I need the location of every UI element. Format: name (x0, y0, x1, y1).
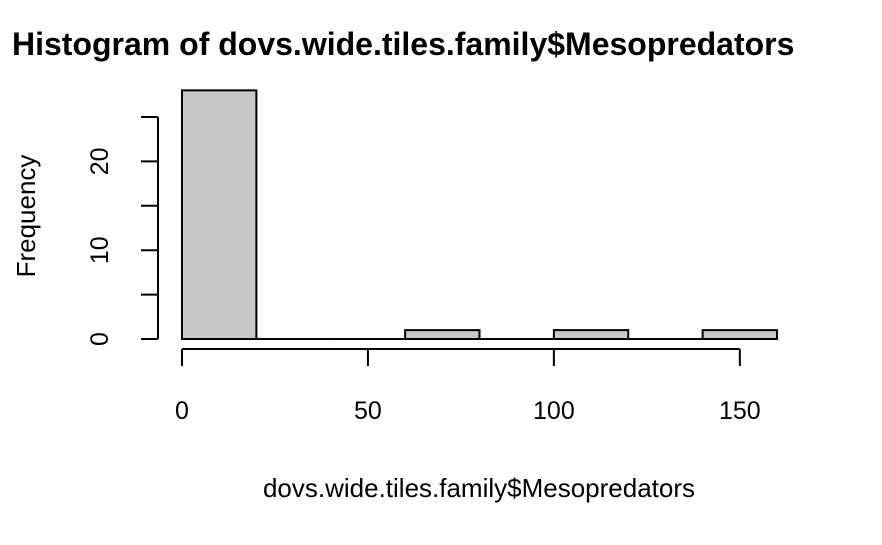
x-tick-label-1: 50 (354, 397, 382, 425)
histogram-bar-7 (701, 329, 779, 340)
histogram-bar-5 (552, 329, 630, 340)
x-axis-label: dovs.wide.tiles.family$Mesopredators (263, 473, 695, 503)
chart-title: Histogram of dovs.wide.tiles.family$Meso… (12, 26, 794, 62)
x-tick-label-3: 150 (719, 397, 761, 425)
y-tick-label-2: 20 (86, 147, 114, 175)
histogram-bar-3 (404, 329, 481, 340)
x-tick-label-2: 100 (533, 397, 575, 425)
x-axis: 0 50 100 150 (175, 348, 761, 425)
y-tick-label-0: 0 (86, 332, 114, 346)
y-axis: 0 10 20 (86, 116, 159, 346)
bars-group (181, 89, 779, 340)
x-tick-label-0: 0 (175, 397, 189, 425)
histogram-bar-0 (181, 89, 258, 340)
y-axis-label: Frequency (11, 155, 41, 278)
y-tick-label-1: 10 (86, 236, 114, 264)
